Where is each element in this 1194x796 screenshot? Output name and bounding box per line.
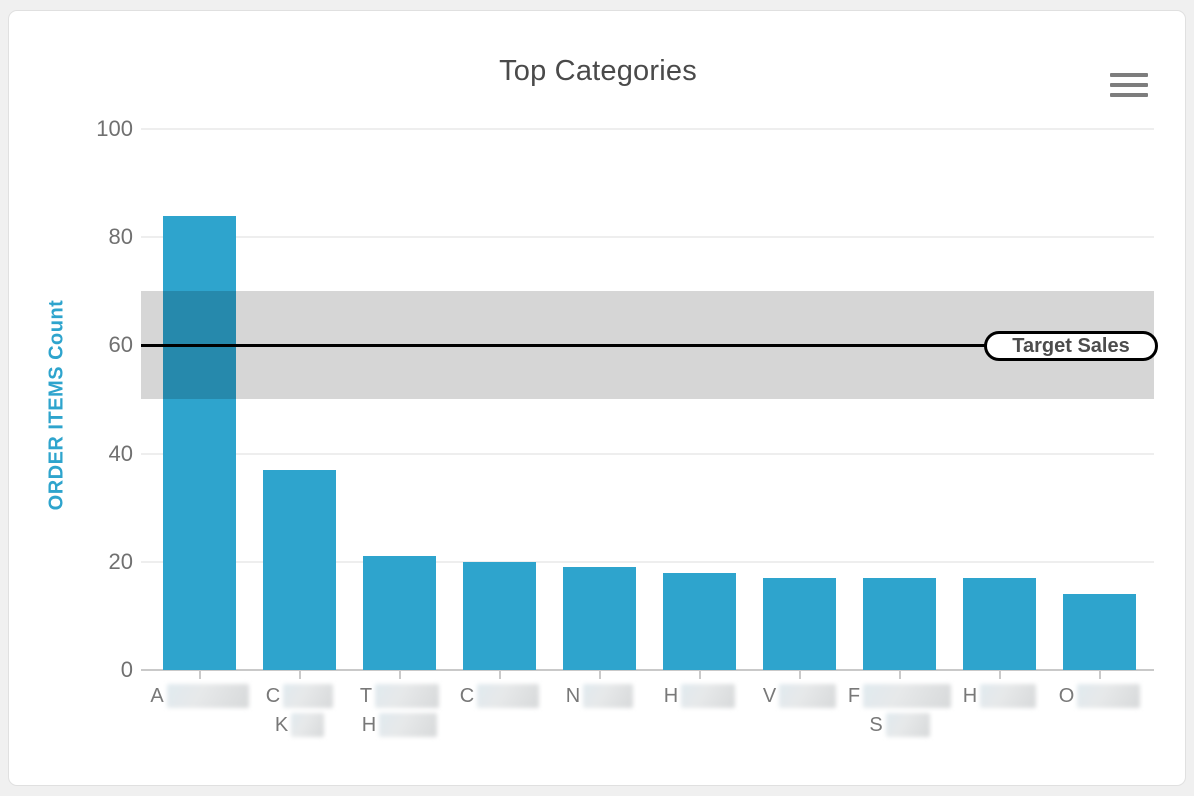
- redacted-text: [375, 684, 440, 708]
- x-tick-mark: [598, 670, 601, 679]
- gridline: [141, 128, 1154, 130]
- x-axis-label: H: [940, 684, 1060, 708]
- redacted-text: [379, 713, 438, 737]
- x-label-letter: O: [1058, 684, 1075, 707]
- target-sales-label: Target Sales: [984, 331, 1158, 361]
- x-label-letter: T: [359, 684, 373, 707]
- chart-card: Top Categories ORDER ITEMS Count Target …: [8, 10, 1186, 786]
- gridline: [141, 236, 1154, 239]
- x-label-letter: K: [274, 713, 289, 736]
- x-tick-mark: [998, 670, 1001, 679]
- hamburger-icon: [1110, 83, 1148, 87]
- redacted-text: [291, 713, 325, 737]
- x-label-line: C: [265, 684, 334, 708]
- x-axis-label: C: [440, 684, 560, 708]
- bar[interactable]: [363, 556, 436, 670]
- bar[interactable]: [863, 578, 936, 670]
- redacted-text: [477, 684, 540, 708]
- x-label-line: H: [361, 713, 438, 737]
- y-tick-label: 100: [96, 116, 133, 141]
- x-label-letter: C: [265, 684, 281, 707]
- bar[interactable]: [963, 578, 1036, 670]
- redacted-text: [283, 684, 334, 708]
- x-tick-mark: [898, 670, 901, 679]
- hamburger-menu-button[interactable]: [1103, 63, 1155, 107]
- x-label-line: T: [359, 684, 440, 708]
- bar[interactable]: [663, 572, 736, 670]
- x-label-letter: H: [663, 684, 679, 707]
- chart-title: Top Categories: [499, 55, 697, 87]
- x-tick-mark: [198, 670, 201, 679]
- gridline: [141, 452, 1154, 455]
- x-label-letter: C: [459, 684, 475, 707]
- x-label-letter: S: [869, 713, 883, 736]
- redacted-text: [681, 684, 736, 708]
- plot-area: [141, 128, 1154, 679]
- x-tick-mark: [498, 670, 501, 679]
- x-tick-mark: [698, 670, 701, 679]
- bar[interactable]: [463, 561, 536, 670]
- gridline: [141, 560, 1154, 563]
- x-axis-label: A: [140, 684, 260, 708]
- redacted-text: [885, 713, 930, 737]
- bar[interactable]: [763, 578, 836, 670]
- x-label-line: A: [150, 684, 249, 708]
- x-axis-label: V: [740, 684, 860, 708]
- x-axis-label: N: [540, 684, 660, 708]
- target-line: [141, 343, 1154, 347]
- y-axis-title: ORDER ITEMS Count: [45, 299, 68, 511]
- x-label-letter: H: [962, 684, 978, 707]
- x-label-line: C: [459, 684, 540, 708]
- hamburger-icon: [1110, 93, 1148, 97]
- redacted-text: [1077, 684, 1141, 708]
- bar[interactable]: [263, 469, 336, 670]
- hamburger-icon: [1110, 73, 1148, 77]
- x-tick-mark: [398, 670, 401, 679]
- y-tick-label: 40: [108, 440, 133, 466]
- x-label-line: N: [565, 684, 634, 708]
- redacted-text: [980, 684, 1037, 708]
- x-axis-line: [141, 669, 1154, 671]
- y-tick-label: 0: [120, 657, 133, 682]
- redacted-text: [166, 684, 249, 708]
- x-label-line: V: [762, 684, 837, 708]
- bar[interactable]: [163, 215, 236, 670]
- x-label-letter: N: [565, 684, 581, 707]
- x-label-line: S: [869, 713, 930, 737]
- bar[interactable]: [1063, 594, 1136, 670]
- x-label-letter: V: [762, 684, 777, 707]
- x-tick-mark: [1098, 670, 1101, 679]
- x-label-line: K: [274, 713, 325, 737]
- x-label-letter: A: [150, 684, 164, 707]
- x-label-letter: H: [361, 713, 377, 736]
- y-tick-label: 60: [108, 332, 133, 358]
- x-tick-mark: [798, 670, 801, 679]
- x-label-line: O: [1059, 684, 1141, 708]
- x-label-line: H: [663, 684, 736, 708]
- x-axis-label: O: [1040, 684, 1160, 708]
- redacted-text: [863, 684, 952, 708]
- x-label-letter: F: [847, 684, 861, 707]
- redacted-text: [779, 684, 837, 708]
- y-tick-label: 80: [108, 224, 133, 250]
- x-axis-label: H: [640, 684, 760, 708]
- x-tick-mark: [298, 670, 301, 679]
- bar[interactable]: [563, 567, 636, 670]
- redacted-text: [583, 684, 634, 708]
- x-label-line: H: [962, 684, 1037, 708]
- x-label-line: F: [847, 684, 952, 708]
- y-tick-label: 20: [108, 548, 133, 574]
